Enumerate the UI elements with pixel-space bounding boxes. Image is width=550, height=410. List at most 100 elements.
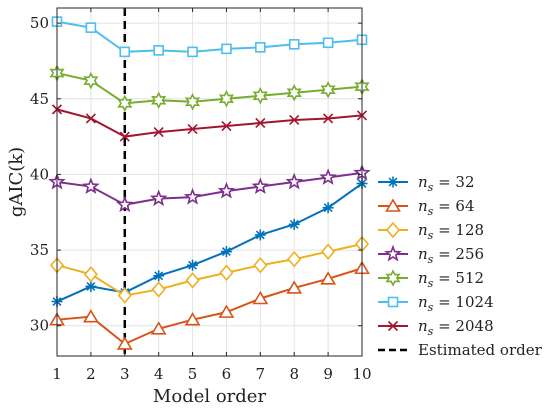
data-point: [285, 172, 303, 190]
data-point: [255, 42, 266, 53]
data-point: [286, 280, 303, 294]
series-ns-64: [49, 260, 370, 350]
data-point: [117, 287, 132, 304]
data-point: [252, 87, 268, 105]
legend-item-ns-2048: ns = 2048: [378, 317, 494, 338]
x-tick-label: 10: [352, 365, 371, 383]
data-point: [218, 90, 235, 108]
data-point: [252, 290, 269, 305]
legend-label: ns = 512: [418, 269, 484, 290]
data-point: [221, 43, 232, 55]
legend-label: ns = 64: [418, 197, 475, 218]
legend-marker: [387, 320, 399, 332]
y-tick-label: 40: [30, 165, 49, 183]
data-point: [151, 91, 167, 110]
series-ns-128: [49, 235, 370, 304]
data-point: [150, 321, 167, 335]
data-point: [117, 94, 133, 113]
data-point: [219, 264, 234, 282]
data-point: [218, 304, 235, 318]
x-axis-ticks: 1 2 3 4 5 6 7 8 9 10: [52, 8, 372, 383]
x-tick-label: 2: [86, 365, 96, 383]
series-ns-256: [48, 163, 371, 213]
legend-label: Estimated order: [418, 341, 543, 359]
data-point: [85, 113, 96, 124]
x-axis-title: Model order: [153, 386, 267, 407]
x-tick-label: 9: [323, 365, 333, 383]
legend-marker: [387, 176, 399, 188]
data-point: [85, 280, 97, 292]
legend-item-ns-256: ns = 256: [378, 244, 484, 266]
series-line: [56, 182, 363, 303]
y-axis-ticks: 30 35 40 45 50: [30, 14, 362, 335]
data-point: [116, 195, 134, 213]
data-point: [320, 80, 336, 99]
series-line: [56, 171, 363, 206]
data-point: [183, 187, 202, 205]
legend-label: ns = 2048: [418, 317, 494, 338]
x-tick-label: 7: [256, 365, 266, 383]
series-ns-32: [51, 178, 368, 308]
data-point: [322, 202, 334, 214]
data-point: [289, 114, 300, 126]
data-point: [119, 46, 131, 58]
data-point: [251, 177, 270, 194]
data-point: [288, 39, 300, 50]
x-tick-label: 8: [289, 365, 299, 383]
x-tick-label: 1: [52, 365, 62, 383]
y-tick-label: 30: [30, 317, 49, 335]
data-point: [187, 123, 198, 135]
data-point: [287, 250, 302, 268]
data-point: [83, 266, 98, 283]
data-point: [151, 281, 166, 298]
legend: ns = 32 ns = 64 ns = 128 ns = 256 ns = 512 ns…: [378, 173, 543, 359]
series-ns-512: [49, 64, 370, 113]
data-point: [153, 127, 164, 138]
data-point: [321, 243, 336, 260]
plot-frame: [56, 7, 363, 357]
data-point: [184, 312, 201, 326]
x-tick-label: 6: [222, 365, 232, 383]
legend-item-ns-1024: ns = 1024: [378, 293, 494, 314]
series-ns-2048: [51, 104, 368, 142]
data-point: [221, 120, 232, 132]
data-point: [153, 45, 164, 56]
data-point: [217, 181, 236, 199]
legend-label: ns = 1024: [418, 293, 494, 314]
data-point: [255, 117, 266, 129]
legend-item-ns-64: ns = 64: [378, 197, 475, 218]
data-point: [153, 270, 165, 282]
y-tick-label: 35: [30, 241, 49, 259]
legend-marker: [387, 296, 399, 308]
legend-marker: [384, 244, 402, 262]
x-tick-label: 5: [188, 365, 198, 383]
data-point: [149, 189, 168, 207]
grid: [56, 8, 363, 356]
series-line: [56, 267, 363, 346]
x-tick-label: 4: [154, 365, 164, 383]
legend-item-ns-128: ns = 128: [378, 221, 484, 242]
legend-label: ns = 32: [418, 173, 475, 194]
legend-label: ns = 256: [418, 245, 484, 266]
y-tick-label: 50: [30, 14, 49, 32]
legend-item-estimated-order: Estimated order: [378, 341, 543, 359]
data-point: [286, 83, 302, 102]
legend-marker: [385, 198, 401, 212]
legend-marker: [385, 221, 401, 239]
series-line: [56, 20, 363, 53]
data-point: [85, 22, 97, 33]
data-point: [253, 256, 268, 274]
data-point: [184, 93, 201, 111]
y-tick-label: 45: [30, 90, 49, 108]
data-point: [323, 113, 334, 124]
legend-item-ns-512: ns = 512: [378, 269, 484, 290]
data-point: [119, 131, 130, 142]
data-point: [288, 218, 300, 230]
legend-marker: [385, 269, 401, 287]
data-point: [320, 271, 337, 285]
data-point: [83, 71, 99, 90]
legend-label: ns = 128: [418, 221, 484, 242]
series-line: [56, 72, 363, 105]
series-line: [56, 243, 363, 297]
data-point: [220, 246, 232, 258]
